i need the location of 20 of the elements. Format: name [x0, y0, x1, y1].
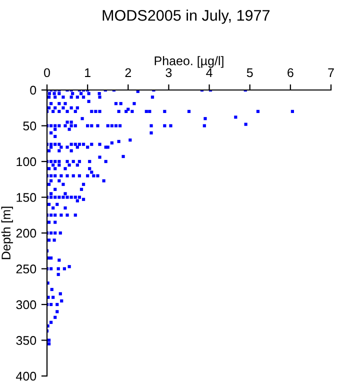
x-tick-label: 3 — [166, 68, 172, 78]
y-axis-title: Depth [m] — [1, 206, 13, 260]
y-tick-label: 0 — [30, 86, 36, 95]
y-tick-label: 50 — [23, 122, 36, 130]
x-tick-label: 4 — [206, 68, 212, 77]
y-tick-label: 150 — [16, 193, 36, 202]
x-tick-label: 7 — [328, 68, 334, 77]
x-axis-title: Phaeo. [µg/l] — [154, 56, 224, 68]
x-tick-label: 5 — [246, 68, 253, 78]
x-tick-label: 6 — [288, 68, 294, 78]
x-tick-label: 0 — [44, 68, 50, 78]
x-tick-label: 2 — [125, 68, 131, 77]
y-tick-label: 250 — [16, 264, 36, 274]
y-tick-label: 400 — [16, 372, 36, 381]
y-tick-label: 350 — [16, 336, 36, 345]
chart-title: MODS2005 in July, 1977 — [102, 10, 270, 24]
y-tick-label: 100 — [16, 157, 36, 166]
y-tick-label: 200 — [16, 228, 36, 238]
x-tick-label: 1 — [85, 68, 90, 77]
y-tick-label: 300 — [16, 300, 36, 310]
